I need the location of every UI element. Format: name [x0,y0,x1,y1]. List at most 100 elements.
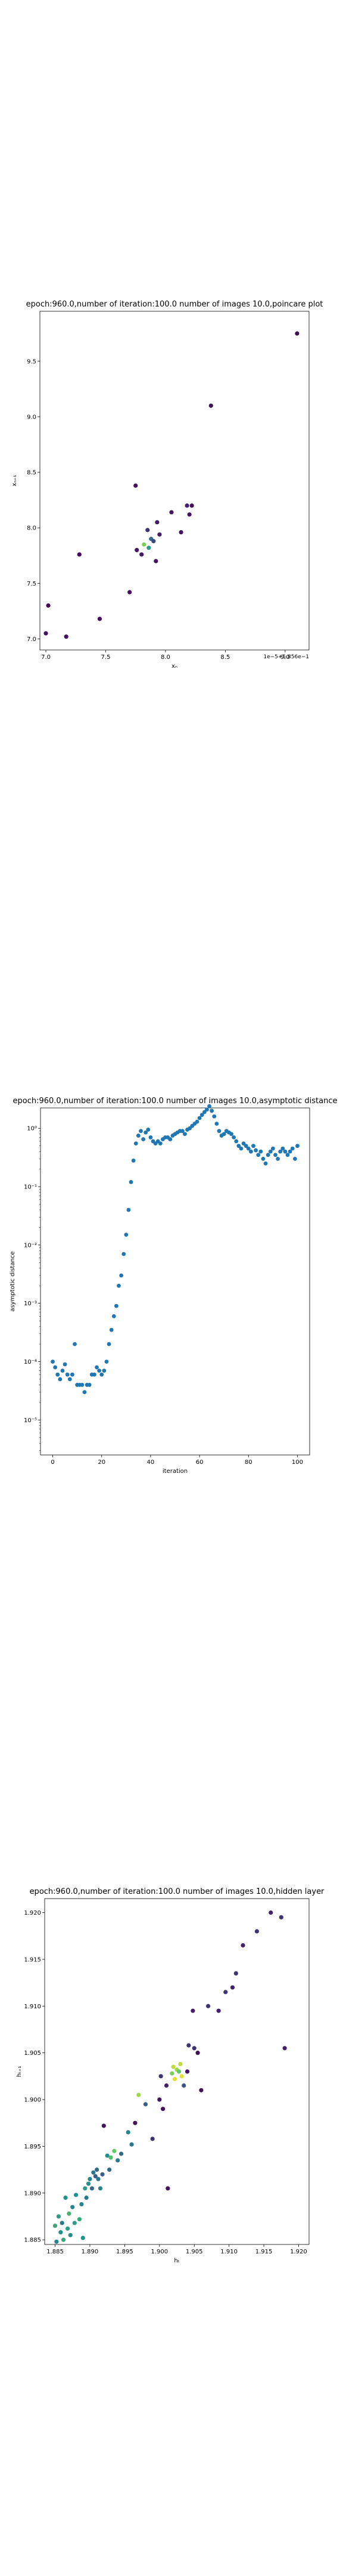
hidden-point [108,2155,113,2160]
poincare-point [295,331,300,336]
poincare-point [169,510,174,515]
asymptotic-point [202,1110,207,1114]
poincare-ytick-label: 9.5 [27,358,36,365]
asymptotic-point [280,1146,285,1151]
hidden-layer-plot: epoch:960.0,number of iteration:100.0 nu… [0,1884,343,2266]
hidden-point [223,1990,228,1995]
asymptotic-point [234,1139,239,1144]
asymptotic-point [222,1132,226,1137]
asymptotic-point [214,1122,219,1126]
asymptotic-point [51,1360,55,1364]
asymptotic-point [258,1149,263,1154]
asymptotic-point [70,1372,74,1377]
asymptotic-point [124,1233,129,1237]
hidden-x-axis-label: hₜ [174,2258,179,2264]
asymptotic-point [111,1314,116,1318]
poincare-axis-offset: 1e−5+5.856e−1 [263,654,309,660]
asymptotic-point [139,1129,143,1134]
asymptotic-point [73,1342,77,1346]
asymptotic-point [278,1149,283,1154]
poincare-xtick-label: 9.0 [280,654,290,661]
hidden-point [73,2193,79,2197]
hidden-point [164,2083,169,2088]
hidden-point [241,1943,245,1948]
hidden-point [79,2202,84,2207]
hidden-point [172,2076,177,2082]
poincare-ytick-label: 7.0 [27,636,36,643]
asymptotic-point [268,1149,273,1154]
asymptotic-point [263,1161,268,1166]
hidden-point [157,2097,162,2102]
hidden-point [70,2205,75,2209]
asymptotic-point [273,1153,277,1157]
asymptotic-point [53,1365,58,1370]
asymptotic-point [63,1362,67,1367]
asymptotic-point [239,1146,244,1151]
hidden-point [158,2074,163,2079]
hidden-point [65,2226,70,2231]
asymptotic-point [288,1149,292,1154]
asymptotic-point [146,1128,151,1132]
hidden-point [279,1915,283,1919]
hidden-point [52,2224,58,2228]
asymptotic-distance-plot: epoch:960.0,number of iteration:100.0 nu… [0,1094,343,1475]
hidden-point [101,2123,106,2128]
poincare-point [97,617,102,621]
asymptotic-point [246,1146,251,1151]
asymptotic-point [67,1377,72,1382]
hidden-point [195,2051,200,2055]
poincare-title: epoch:960.0,number of iteration:100.0 nu… [26,300,323,309]
asymptotic-ytick-label: 10⁻² [24,1242,37,1249]
hidden-point [230,1985,235,1990]
asymptotic-point [65,1372,70,1377]
hidden-layer-plot-svg: epoch:960.0,number of iteration:100.0 nu… [16,1887,325,2264]
asymptotic-point [217,1129,222,1134]
poincare-y-axis-label: xₙ₊₁ [11,475,18,486]
poincare-plot: epoch:960.0,number of iteration:100.0 nu… [0,296,343,677]
asymptotic-point [285,1153,290,1157]
hidden-point [77,2217,82,2222]
asymptotic-point [270,1146,275,1151]
poincare-point [151,538,156,544]
poincare-point [46,603,51,608]
asymptotic-point [232,1135,236,1140]
hidden-point [199,2088,204,2092]
hidden-point [269,1910,273,1915]
hidden-point [185,2069,190,2074]
hidden-point [170,2071,174,2076]
poincare-ytick-label: 9.0 [27,414,36,420]
hidden-xtick-label: 1.920 [290,2249,307,2255]
hidden-ytick-label: 1.910 [24,2004,41,2010]
poincare-point [146,546,151,550]
asymptotic-point [119,1273,124,1278]
hidden-ytick-label: 1.890 [24,2190,41,2197]
poincare-ytick-label: 7.5 [27,581,36,587]
asymptotic-point [244,1144,248,1148]
asymptotic-point [283,1149,288,1154]
hidden-point [105,2153,110,2158]
asymptotic-point [199,1113,204,1117]
asymptotic-point [276,1156,280,1161]
hidden-point [119,2151,124,2156]
asymptotic-point [97,1368,102,1373]
asymptotic-point [131,1158,136,1163]
asymptotic-point [129,1179,133,1184]
hidden-point [107,2167,112,2172]
poincare-point [139,552,144,557]
asymptotic-xtick-label: 60 [196,1459,204,1466]
asymptotic-point [80,1383,85,1387]
hidden-point [63,2196,68,2200]
asymptotic-point [99,1372,104,1377]
asymptotic-point [266,1153,270,1157]
poincare-x-axis-label: xₙ [172,663,177,670]
asymptotic-point [95,1365,99,1370]
asymptotic-point [248,1149,253,1154]
poincare-point [127,590,132,595]
poincare-plot-svg: epoch:960.0,number of iteration:100.0 nu… [11,300,323,670]
hidden-ytick-label: 1.905 [24,2050,41,2057]
poincare-point [133,483,138,488]
asymptotic-axes-frame [40,1107,310,1456]
hidden-point [216,2008,221,2013]
hidden-point [192,2046,197,2051]
hidden-point [205,2004,211,2008]
